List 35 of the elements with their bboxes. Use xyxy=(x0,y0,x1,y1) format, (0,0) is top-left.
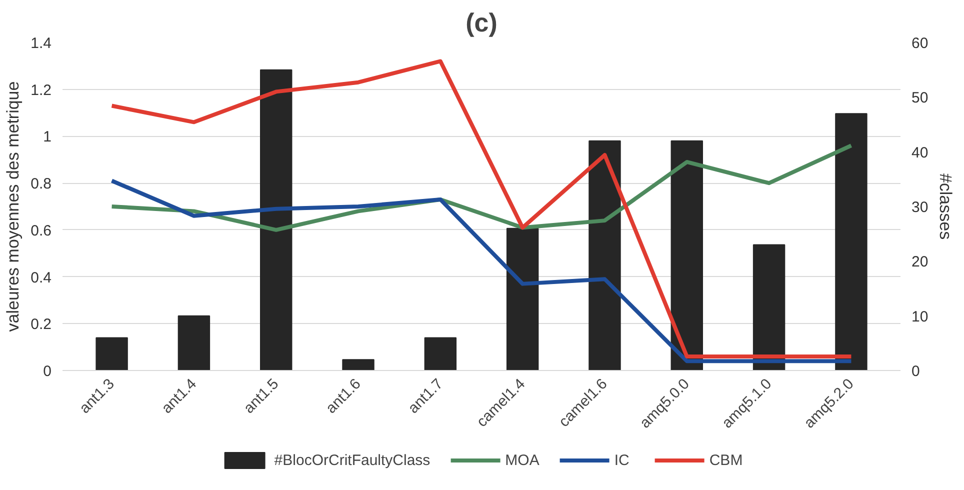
bar xyxy=(588,140,621,370)
legend-label: MOA xyxy=(505,452,540,468)
y2-tick-label: 20 xyxy=(912,254,928,271)
line-series xyxy=(110,59,854,358)
y2-tick-label: 30 xyxy=(912,199,928,216)
y-tick-label: 1.2 xyxy=(30,82,52,99)
y2-tick-label: 60 xyxy=(912,35,928,52)
y-tick-label: 0.2 xyxy=(30,316,52,334)
y-tick-label: 0 xyxy=(43,363,52,380)
y2-tick-label: 0 xyxy=(912,363,920,380)
legend-label: CBM xyxy=(709,452,743,468)
bar xyxy=(424,337,457,370)
chart-title: (c) xyxy=(466,8,498,38)
bar xyxy=(96,337,128,370)
y2-axis-title: #classes xyxy=(936,173,956,240)
y-tick-label: 0.6 xyxy=(30,222,52,240)
bar xyxy=(670,140,703,370)
bar xyxy=(260,69,292,370)
y2-tick-label: 50 xyxy=(912,90,928,107)
y-tick-label: 0.4 xyxy=(30,269,52,286)
line-series xyxy=(110,178,854,364)
legend-label: #BlocOrCritFaultyClass xyxy=(274,452,430,468)
bar xyxy=(178,315,210,370)
y2-tick-label: 10 xyxy=(912,308,928,326)
y-tick-label: 0.8 xyxy=(30,176,52,193)
y-tick-label: 1 xyxy=(43,128,52,146)
line-series xyxy=(110,144,854,232)
y-tick-label: 1.4 xyxy=(30,35,52,52)
y2-tick-label: 40 xyxy=(912,144,928,162)
bar xyxy=(342,359,374,370)
bar xyxy=(752,244,786,370)
y-axis-title: valeures moyennes des metrique xyxy=(4,81,23,332)
legend-label: IC xyxy=(614,452,630,468)
bar xyxy=(506,228,539,370)
bar xyxy=(835,113,868,370)
